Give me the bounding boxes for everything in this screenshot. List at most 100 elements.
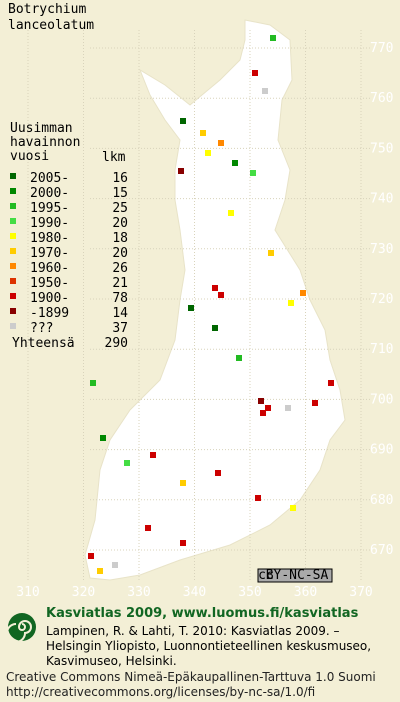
legend-count: 20 (112, 216, 128, 231)
legend-swatch (10, 233, 16, 239)
legend-label: 1900- (30, 291, 69, 306)
legend-label: 1990- (30, 216, 69, 231)
observation-dots (88, 35, 334, 574)
dot (250, 170, 256, 176)
legend-swatch (10, 293, 16, 299)
dot (188, 305, 194, 311)
legend-label: -1899 (30, 306, 69, 321)
dot (255, 495, 261, 501)
dot (312, 400, 318, 406)
legend-count: 37 (112, 321, 128, 336)
dot (252, 70, 258, 76)
dot (290, 505, 296, 511)
dot (260, 410, 266, 416)
easting-label: 310 (16, 585, 39, 600)
easting-label: 370 (349, 585, 372, 600)
dot (268, 250, 274, 256)
brand: Kasviatlas 2009, www.luomus.fi/kasviatla… (46, 606, 359, 621)
dot (88, 553, 94, 559)
dot (124, 460, 130, 466)
dot (97, 568, 103, 574)
easting-label: 330 (127, 585, 150, 600)
legend-label: ??? (30, 321, 53, 336)
badge-box (257, 568, 333, 583)
legend-swatch (10, 323, 16, 329)
dot (258, 398, 264, 404)
license: Creative Commons Nimeä-Epäkaupallinen-Ta… (6, 670, 376, 684)
legend-swatch (10, 263, 16, 269)
northing-label: 770 (370, 41, 393, 56)
legend-count: 21 (112, 276, 128, 291)
logo-circle (8, 613, 36, 641)
dot (150, 452, 156, 458)
northing-label: 760 (370, 91, 393, 106)
easting-label: 360 (294, 585, 317, 600)
northing-label: 750 (370, 141, 393, 156)
badge-license: BY-NC-SA (266, 568, 329, 583)
dot (212, 325, 218, 331)
dot (285, 405, 291, 411)
legend-label: 1960- (30, 261, 69, 276)
dot (180, 540, 186, 546)
dot (100, 435, 106, 441)
dot (145, 525, 151, 531)
cc-badge: cc BY-NC-SA (257, 568, 333, 583)
dot (218, 292, 224, 298)
easting-label: 320 (72, 585, 95, 600)
legend-count: 18 (112, 231, 128, 246)
legend-label: 1950- (30, 276, 69, 291)
dot (228, 210, 234, 216)
legend-swatch (10, 218, 16, 224)
dot (232, 160, 238, 166)
total-label: Yhteensä (12, 336, 75, 351)
legend-label: 1970- (30, 246, 69, 261)
dot (112, 562, 118, 568)
legend-header: Uusimman havainnon vuosi (10, 121, 81, 164)
license-url: http://creativecommons.org/licenses/by-n… (6, 685, 316, 699)
dot (265, 405, 271, 411)
northing-label: 710 (370, 342, 393, 357)
legend-count: 25 (112, 201, 128, 216)
legend-label: 2000- (30, 186, 69, 201)
dot (218, 140, 224, 146)
dot (262, 88, 268, 94)
northing-label: 670 (370, 543, 393, 558)
northing-label: 730 (370, 242, 393, 257)
northing-label: 740 (370, 192, 393, 207)
dot (288, 300, 294, 306)
logo (6, 613, 36, 643)
legend-swatch (10, 203, 16, 209)
legend-swatch (10, 278, 16, 284)
dot (215, 470, 221, 476)
legend-count: 78 (112, 291, 128, 306)
legend-count: 15 (112, 186, 128, 201)
logo-spiral (6, 620, 32, 643)
legend-count: 26 (112, 261, 128, 276)
legend-label: 1980- (30, 231, 69, 246)
species-title: Botrychium lanceolatum (8, 2, 95, 33)
legend-swatch (10, 173, 16, 179)
legend-count: 16 (112, 171, 128, 186)
northing-label: 720 (370, 292, 393, 307)
legend-count: 14 (112, 306, 128, 321)
dot (180, 118, 186, 124)
easting-label: 350 (238, 585, 261, 600)
citation: Lampinen, R. & Lahti, T. 2010: Kasviatla… (46, 624, 372, 668)
legend-label: 2005- (30, 171, 69, 186)
total-count: 290 (105, 336, 128, 351)
northing-label: 690 (370, 443, 393, 458)
dot (178, 168, 184, 174)
badge-cc: cc (258, 568, 274, 583)
legend-count-header: lkm (102, 150, 126, 165)
dot (270, 35, 276, 41)
dot (205, 150, 211, 156)
northing-label: 700 (370, 392, 393, 407)
legend-label: 1995- (30, 201, 69, 216)
grid: 770 760 750 740 730 720 710 700 690 680 670 310 320 3… (16, 30, 393, 600)
dot (236, 355, 242, 361)
legend-swatch (10, 308, 16, 314)
dot (300, 290, 306, 296)
easting-label: 340 (183, 585, 206, 600)
